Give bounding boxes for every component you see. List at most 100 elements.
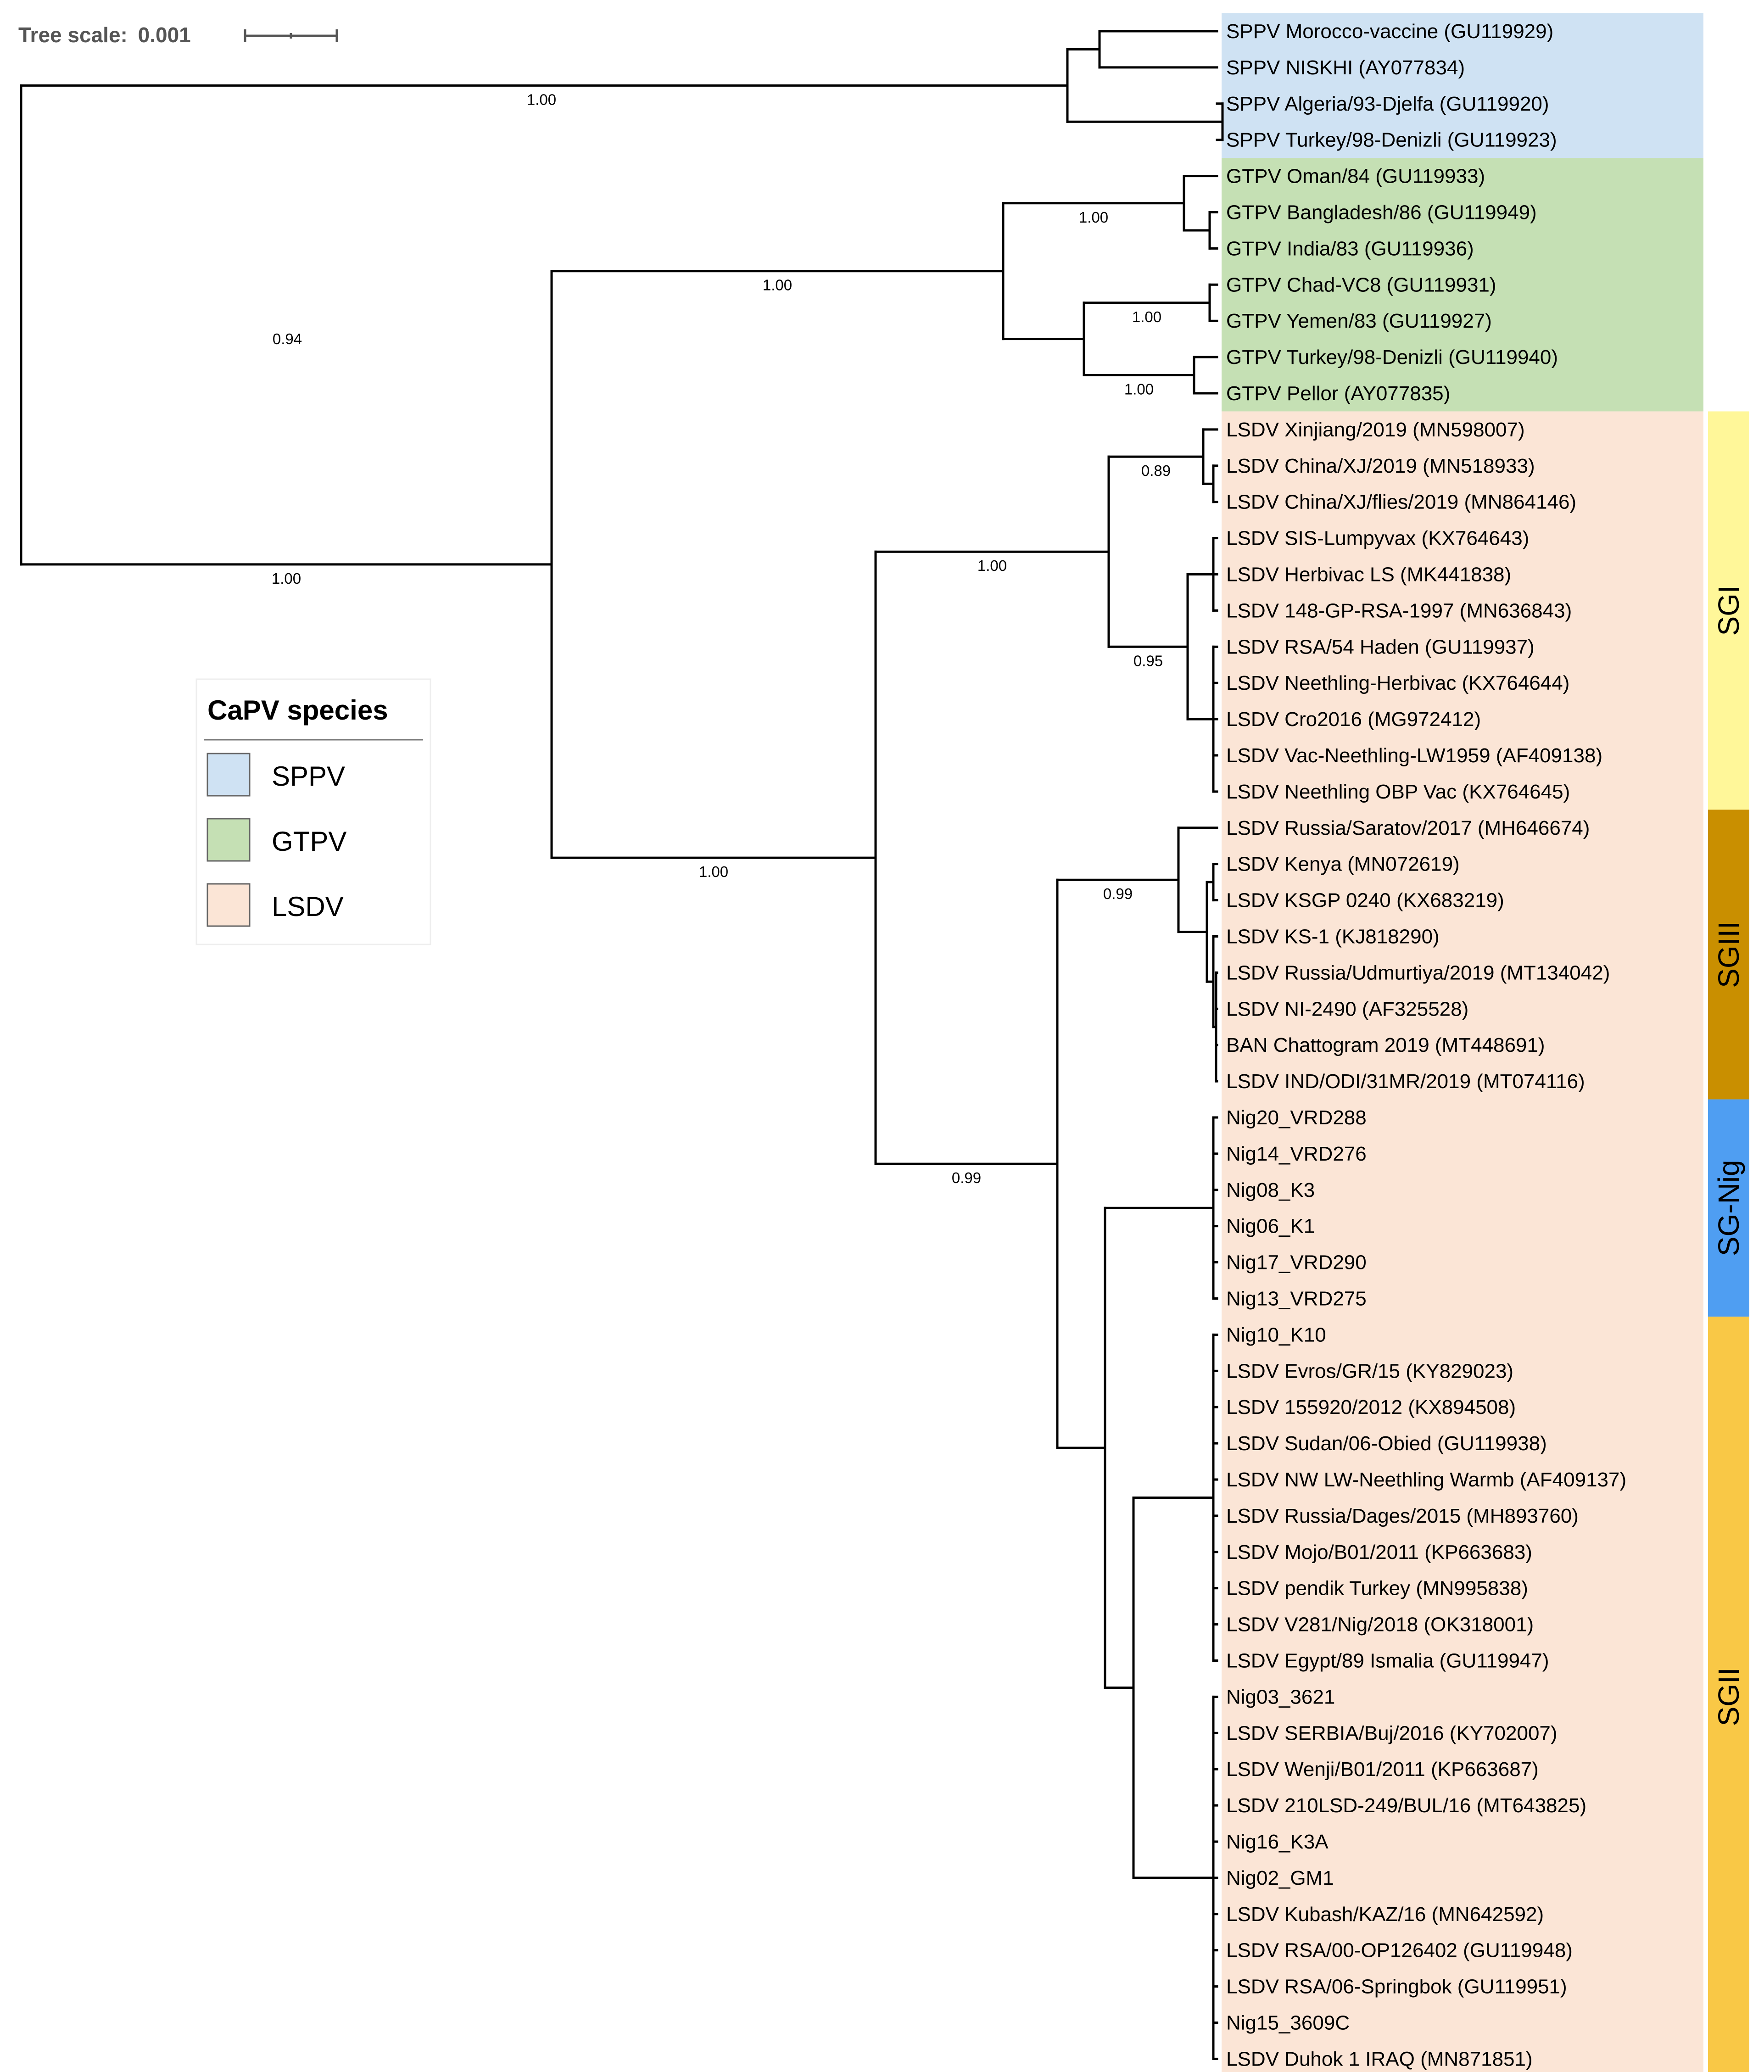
taxon-label: LSDV 155920/2012 (KX894508) <box>1226 1396 1516 1419</box>
legend-label-gtpv: GTPV <box>272 826 346 857</box>
legend-title: CaPV species <box>207 695 388 726</box>
taxon-label: Nig14_VRD276 <box>1226 1143 1367 1165</box>
taxon-label: Nig06_K1 <box>1226 1215 1315 1238</box>
taxon-label: LSDV KSGP 0240 (KX683219) <box>1226 889 1504 912</box>
taxon-label: GTPV India/83 (GU119936) <box>1226 237 1474 260</box>
support-value: 1.00 <box>1124 381 1154 398</box>
taxon-label: LSDV Vac-Neethling-LW1959 (AF409138) <box>1226 744 1602 767</box>
clade-bar-sgi <box>1708 411 1749 810</box>
taxon-label: LSDV Neethling-Herbivac (KX764644) <box>1226 672 1569 694</box>
taxon-label: LSDV RSA/06-Springbok (GU119951) <box>1226 1976 1567 1998</box>
taxon-label: LSDV China/XJ/flies/2019 (MN864146) <box>1226 491 1576 514</box>
tree-scale-title: Tree scale: <box>18 23 128 47</box>
taxon-label: LSDV pendik Turkey (MN995838) <box>1226 1577 1528 1600</box>
taxon-label: Nig10_K10 <box>1226 1324 1326 1346</box>
taxon-label: GTPV Yemen/83 (GU119927) <box>1226 310 1492 332</box>
taxon-label: LSDV KS-1 (KJ818290) <box>1226 926 1440 948</box>
clade-label-sg-nig: SG-Nig <box>1712 1160 1745 1256</box>
taxon-label: Nig02_GM1 <box>1226 1867 1334 1889</box>
taxon-label: LSDV 148-GP-RSA-1997 (MN636843) <box>1226 599 1572 622</box>
taxon-label: BAN Chattogram 2019 (MT448691) <box>1226 1034 1545 1056</box>
taxon-label: LSDV RSA/54 Haden (GU119937) <box>1226 636 1535 658</box>
clade-bars: SGI SGIII SG-Nig SGII <box>1708 411 1749 2072</box>
taxon-label: LSDV Duhok 1 IRAQ (MN871851) <box>1226 2048 1533 2070</box>
taxon-label: LSDV Egypt/89 Ismalia (GU119947) <box>1226 1650 1549 1672</box>
group-band-sppv <box>1222 13 1703 158</box>
taxon-label: Nig20_VRD288 <box>1226 1106 1367 1129</box>
taxon-label: Nig15_3609C <box>1226 2012 1350 2034</box>
taxon-labels: SPPV Morocco-vaccine (GU119929) SPPV NISK… <box>1226 20 1626 2070</box>
clade-label-sgii: SGII <box>1712 1667 1745 1726</box>
taxon-label: LSDV 210LSD-249/BUL/16 (MT643825) <box>1226 1794 1586 1817</box>
clade-bar-sgiii <box>1708 810 1749 1100</box>
legend-swatch-sppv <box>207 753 251 797</box>
taxon-label: SPPV Turkey/98-Denizli (GU119923) <box>1226 129 1557 151</box>
support-value: 1.00 <box>699 863 728 880</box>
taxon-label: Nig13_VRD275 <box>1226 1288 1367 1310</box>
clade-bar-sg-nig <box>1708 1099 1749 1317</box>
clade-label-sgiii: SGIII <box>1712 921 1745 988</box>
taxon-label: LSDV SIS-Lumpyvax (KX764643) <box>1226 527 1529 550</box>
taxon-label: GTPV Oman/84 (GU119933) <box>1226 165 1485 188</box>
clade-bar-sgii <box>1708 1316 1749 2072</box>
taxon-label: GTPV Chad-VC8 (GU119931) <box>1226 274 1496 296</box>
legend-swatch-gtpv <box>207 818 251 862</box>
taxon-label: LSDV China/XJ/2019 (MN518933) <box>1226 455 1535 477</box>
taxon-label: LSDV Kenya (MN072619) <box>1226 853 1460 876</box>
taxon-label: LSDV Kubash/KAZ/16 (MN642592) <box>1226 1903 1544 1926</box>
support-value: 0.99 <box>1103 885 1133 902</box>
tree-scale-value: 0.001 <box>138 23 191 47</box>
support-value: 1.00 <box>527 91 556 108</box>
support-value: 0.89 <box>1141 462 1171 479</box>
taxon-label: Nig16_K3A <box>1226 1831 1329 1853</box>
tree-scale: Tree scale: 0.001 <box>18 23 338 47</box>
group-backgrounds <box>1222 13 1703 2072</box>
taxon-label: LSDV Herbivac LS (MK441838) <box>1226 564 1511 586</box>
clade-label-sgi: SGI <box>1712 585 1745 636</box>
scale-bar <box>244 29 338 42</box>
legend-label-lsdv: LSDV <box>272 891 344 922</box>
taxon-label: LSDV Russia/Saratov/2017 (MH646674) <box>1226 817 1590 839</box>
taxon-label: LSDV SERBIA/Buj/2016 (KY702007) <box>1226 1722 1557 1744</box>
taxon-label: LSDV Xinjiang/2019 (MN598007) <box>1226 419 1525 441</box>
legend-label-sppv: SPPV <box>272 761 345 792</box>
support-value: 0.99 <box>952 1169 981 1186</box>
taxon-label: SPPV Algeria/93-Djelfa (GU119920) <box>1226 93 1549 115</box>
support-value: 0.95 <box>1133 652 1163 669</box>
taxon-label: LSDV Sudan/06-Obied (GU119938) <box>1226 1432 1547 1455</box>
legend: CaPV species SPPV GTPV LSDV <box>195 678 431 945</box>
legend-swatch-lsdv <box>207 883 251 927</box>
support-value: 1.00 <box>763 277 792 294</box>
taxon-label: LSDV V281/Nig/2018 (OK318001) <box>1226 1614 1534 1636</box>
support-value: 1.00 <box>272 570 301 587</box>
taxon-label: GTPV Bangladesh/86 (GU119949) <box>1226 201 1537 224</box>
taxon-label: SPPV NISKHI (AY077834) <box>1226 56 1465 79</box>
group-band-gtpv <box>1222 158 1703 412</box>
tree-scale-label: Tree scale: 0.001 <box>18 23 191 47</box>
taxon-label: LSDV NW LW-Neethling Warmb (AF409137) <box>1226 1469 1626 1491</box>
taxon-label: LSDV NI-2490 (AF325528) <box>1226 998 1468 1020</box>
taxon-label: LSDV Russia/Dages/2015 (MH893760) <box>1226 1505 1579 1527</box>
taxon-label: GTPV Pellor (AY077835) <box>1226 382 1450 405</box>
support-value: 0.94 <box>273 330 302 347</box>
group-band-lsdv <box>1222 411 1703 2072</box>
taxon-label: LSDV IND/ODI/31MR/2019 (MT074116) <box>1226 1070 1585 1093</box>
taxon-label: Nig08_K3 <box>1226 1179 1315 1201</box>
support-values: 0.94 1.00 1.00 1.00 1.00 1.00 1.00 1.00 1.00 0.89… <box>272 91 1171 1186</box>
support-value: 1.00 <box>1079 209 1108 226</box>
taxon-label: SPPV Morocco-vaccine (GU119929) <box>1226 20 1553 43</box>
taxon-label: LSDV Russia/Udmurtiya/2019 (MT134042) <box>1226 961 1610 984</box>
taxon-label: Nig03_3621 <box>1226 1686 1335 1708</box>
taxon-label: Nig17_VRD290 <box>1226 1251 1367 1274</box>
support-value: 1.00 <box>977 557 1007 574</box>
support-value: 1.00 <box>1132 308 1161 325</box>
taxon-label: GTPV Turkey/98-Denizli (GU119940) <box>1226 346 1558 369</box>
taxon-label: LSDV Evros/GR/15 (KY829023) <box>1226 1360 1513 1382</box>
taxon-label: LSDV RSA/00-OP126402 (GU119948) <box>1226 1939 1573 1962</box>
taxon-label: LSDV Neethling OBP Vac (KX764645) <box>1226 781 1570 803</box>
taxon-label: LSDV Cro2016 (MG972412) <box>1226 708 1481 731</box>
tree-branches <box>20 30 1224 2060</box>
taxon-label: LSDV Mojo/B01/2011 (KP663683) <box>1226 1541 1532 1564</box>
taxon-label: LSDV Wenji/B01/2011 (KP663687) <box>1226 1758 1539 1781</box>
